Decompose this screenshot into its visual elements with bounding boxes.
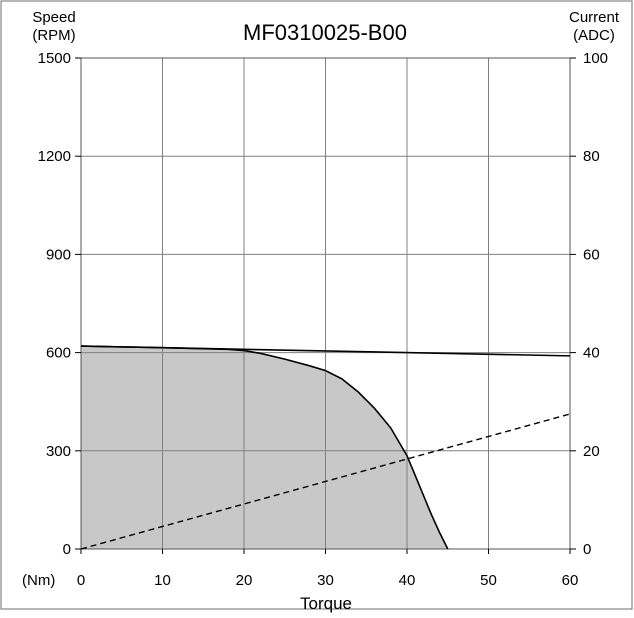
operating-region-fill	[81, 346, 448, 549]
y-left-tick-label: 1200	[38, 148, 71, 165]
left-axis-label-line2: (RPM)	[32, 27, 75, 44]
current-line-dashed	[80, 413, 571, 550]
continuous-speed-line	[80, 345, 571, 357]
x-tick-label: 60	[562, 572, 579, 589]
x-axis-label: Torque	[300, 594, 352, 613]
y-left-tick-label: 0	[63, 541, 71, 558]
y-right-tick-label: 80	[583, 148, 600, 165]
y-right-tick-label: 20	[583, 443, 600, 460]
plot-area: 0 10 20 30 40 50 60030060090012001500020406080…	[38, 50, 608, 589]
right-axis-label-line1: Current	[569, 9, 620, 26]
x-tick-label: 50	[480, 572, 497, 589]
y-left-tick-label: 300	[46, 443, 71, 460]
x-tick-label: 10	[154, 572, 171, 589]
y-right-tick-label: 40	[583, 345, 600, 362]
y-right-tick-label: 60	[583, 246, 600, 263]
x-tick-label: 20	[236, 572, 253, 589]
y-right-tick-label: 100	[583, 50, 608, 67]
y-right-tick-label: 0	[583, 541, 591, 558]
speed-boundary-curve	[80, 345, 449, 550]
x-tick-label: 30	[317, 572, 334, 589]
right-axis-label-line2: (ADC)	[573, 27, 615, 44]
left-axis-label-line1: Speed	[32, 9, 75, 26]
y-left-tick-label: 1500	[38, 50, 71, 67]
x-tick-label: 0	[77, 572, 85, 589]
x-tick-label: 40	[399, 572, 416, 589]
chart-title: MF0310025-B00	[243, 20, 407, 45]
x-axis-unit-label: (Nm)	[22, 572, 55, 589]
y-left-tick-label: 900	[46, 246, 71, 263]
y-left-tick-label: 600	[46, 345, 71, 362]
